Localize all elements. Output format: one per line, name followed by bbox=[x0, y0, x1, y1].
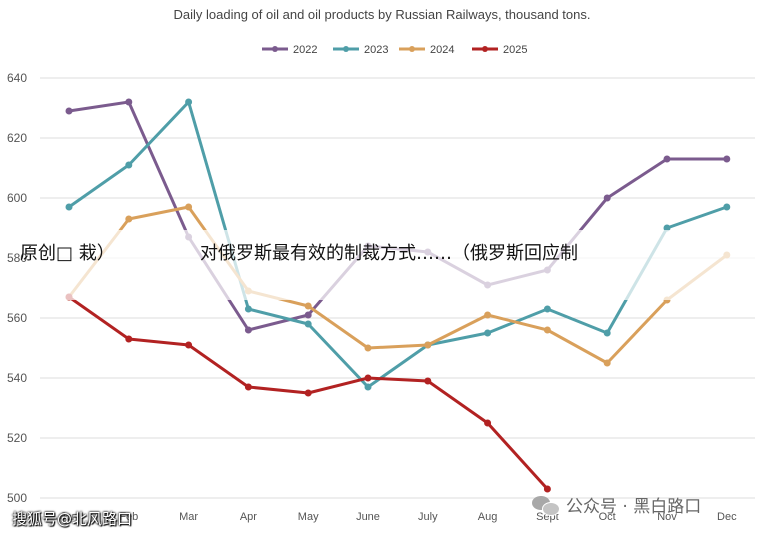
data-point bbox=[304, 320, 312, 328]
y-tick-label: 540 bbox=[7, 371, 27, 385]
series-2023 bbox=[65, 98, 731, 391]
data-point bbox=[723, 203, 731, 211]
data-point bbox=[484, 311, 492, 319]
data-point bbox=[543, 326, 551, 334]
legend-label: 2022 bbox=[293, 44, 317, 56]
headline-right-text: 对俄罗斯最有效的制裁方式……（俄罗斯回应制 bbox=[200, 243, 578, 264]
data-point bbox=[125, 161, 133, 169]
data-point bbox=[304, 311, 312, 319]
data-point bbox=[185, 203, 193, 211]
data-point bbox=[304, 389, 312, 397]
series-line bbox=[67, 100, 729, 389]
overlay-headline: 原创□ 栽） 对俄罗斯最有效的制裁方式……（俄罗斯回应制 bbox=[20, 240, 640, 268]
chart-title: Daily loading of oil and oil products by… bbox=[174, 7, 591, 22]
legend-label: 2023 bbox=[364, 44, 388, 56]
watermark-right-text: 公众号 · 黑白路口 bbox=[566, 497, 702, 517]
y-tick-label: 500 bbox=[7, 491, 27, 505]
data-point bbox=[65, 203, 73, 211]
y-tick-label: 560 bbox=[7, 311, 27, 325]
data-point bbox=[484, 419, 492, 427]
y-axis-ticks: 500 520 540 560 580 600 620 640 bbox=[7, 71, 27, 505]
legend: 2022 2023 2024 2025 bbox=[262, 44, 527, 56]
data-point bbox=[364, 374, 372, 382]
x-tick-label: May bbox=[298, 511, 319, 523]
x-tick-label: Mar bbox=[179, 511, 198, 523]
legend-marker bbox=[343, 46, 349, 52]
y-tick-label: 580 bbox=[7, 251, 27, 265]
x-tick-label: Nov bbox=[657, 511, 677, 523]
x-tick-label: Feb bbox=[119, 511, 138, 523]
x-tick-label: June bbox=[356, 511, 380, 523]
series-line bbox=[67, 205, 729, 365]
data-point bbox=[244, 383, 252, 391]
headline-left-text: 原创□ 栽） bbox=[20, 243, 115, 264]
data-point bbox=[723, 155, 731, 163]
data-point bbox=[603, 329, 611, 337]
data-point bbox=[543, 485, 551, 493]
x-tick-label: Dec bbox=[717, 511, 737, 523]
series-2025 bbox=[65, 293, 551, 493]
watermark-left: 搜狐号@北风路口 bbox=[12, 510, 133, 528]
y-tick-label: 640 bbox=[7, 71, 27, 85]
data-point bbox=[185, 341, 193, 349]
legend-marker bbox=[272, 46, 278, 52]
headline-backdrop bbox=[40, 230, 760, 300]
x-tick-label: Aug bbox=[478, 511, 498, 523]
data-point bbox=[244, 305, 252, 313]
data-point bbox=[603, 359, 611, 367]
x-tick-label: Oct bbox=[599, 511, 616, 523]
data-point bbox=[364, 383, 372, 391]
x-axis-ticks: Jan Feb Mar Apr May June July Aug Sept Oct Nov Dec bbox=[60, 511, 737, 523]
y-tick-label: 520 bbox=[7, 431, 27, 445]
data-point bbox=[185, 98, 193, 106]
data-point bbox=[663, 155, 671, 163]
data-point bbox=[125, 98, 133, 106]
data-point bbox=[364, 344, 372, 352]
y-tick-label: 600 bbox=[7, 191, 27, 205]
watermark-right: 公众号 · 黑白路口 bbox=[532, 492, 701, 517]
wechat-icon bbox=[532, 494, 560, 516]
legend-label: 2025 bbox=[503, 44, 527, 56]
data-point bbox=[125, 215, 133, 223]
data-point bbox=[424, 341, 432, 349]
data-point bbox=[244, 326, 252, 334]
legend-marker bbox=[482, 46, 488, 52]
data-point bbox=[484, 329, 492, 337]
data-point bbox=[65, 107, 73, 115]
legend-marker bbox=[409, 46, 415, 52]
x-tick-label: July bbox=[418, 511, 438, 523]
data-point bbox=[304, 302, 312, 310]
data-point bbox=[125, 335, 133, 343]
data-point bbox=[424, 377, 432, 385]
x-tick-label: Apr bbox=[240, 511, 257, 523]
series-layer bbox=[40, 98, 760, 493]
data-point bbox=[543, 305, 551, 313]
legend-label: 2024 bbox=[430, 44, 454, 56]
x-tick-label: Jan bbox=[60, 511, 78, 523]
data-point bbox=[663, 224, 671, 232]
y-tick-label: 620 bbox=[7, 131, 27, 145]
data-point bbox=[603, 194, 611, 202]
